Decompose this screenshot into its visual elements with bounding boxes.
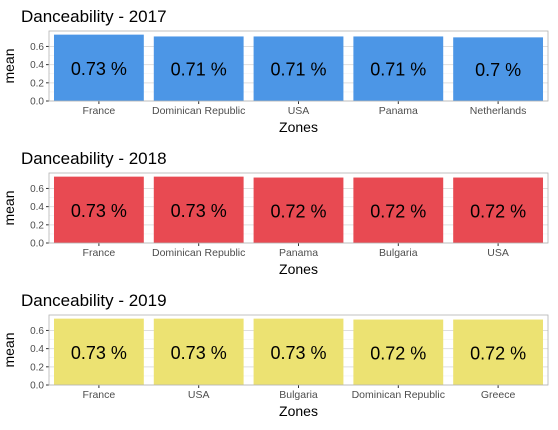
bar (453, 177, 544, 243)
bar (353, 36, 444, 101)
x-tick-label: USA (188, 389, 210, 401)
x-tick-label: Panama (379, 105, 418, 117)
data-label: 0.7 % (475, 60, 521, 80)
data-label: 0.73 % (171, 343, 227, 363)
bar (153, 36, 244, 101)
x-axis-title: Zones (279, 403, 318, 419)
plot-border (48, 172, 549, 244)
x-tick-label: France (83, 105, 116, 117)
plot-border (48, 314, 549, 386)
bar (453, 37, 544, 101)
bar (253, 177, 344, 243)
data-label: 0.73 % (71, 343, 127, 363)
data-label: 0.72 % (370, 343, 426, 363)
y-tick-label: 0.6 (30, 42, 44, 53)
x-tick-label: Netherlands (470, 105, 527, 117)
x-tick-label: Dominican Republic (352, 389, 445, 401)
y-tick-label: 0.0 (30, 97, 44, 108)
data-label: 0.72 % (370, 201, 426, 221)
x-tick-label: Bulgaria (279, 389, 318, 401)
x-tick-label: Panama (279, 247, 318, 259)
x-tick-label: France (83, 247, 116, 259)
chart-panel-1: Danceability - 2017 0.0 0.2 0.4 0.6 0.73 % Fra… (1, 7, 549, 135)
data-label: 0.73 % (270, 343, 326, 363)
x-axis-title: Zones (279, 261, 318, 277)
chart-title: Danceability - 2017 (21, 7, 167, 26)
bar (153, 176, 244, 243)
x-tick-label: France (83, 389, 116, 401)
x-tick-label: Greece (481, 389, 516, 401)
data-label: 0.72 % (270, 201, 326, 221)
chart-title: Danceability - 2018 (21, 149, 167, 168)
y-tick-label: 0.0 (30, 239, 44, 250)
y-tick-label: 0.0 (30, 381, 44, 392)
y-axis-title: mean (1, 190, 17, 225)
y-tick-label: 0.2 (30, 220, 44, 231)
x-tick-label: USA (288, 105, 310, 117)
data-label: 0.73 % (71, 201, 127, 221)
y-tick-label: 0.6 (30, 326, 44, 337)
chart-panel-2: Danceability - 2018 0.0 0.2 0.4 0.6 0.73 % Fra… (1, 149, 549, 277)
y-tick-label: 0.4 (30, 60, 44, 71)
x-tick-label: Dominican Republic (152, 247, 245, 259)
x-tick-label: Bulgaria (379, 247, 418, 259)
data-label: 0.72 % (470, 343, 526, 363)
data-label: 0.72 % (470, 201, 526, 221)
bar (253, 36, 344, 101)
x-axis-title: Zones (279, 119, 318, 135)
bar (53, 176, 144, 243)
bar (353, 177, 444, 243)
bar (53, 318, 144, 385)
y-axis-title: mean (1, 332, 17, 367)
plot-border (48, 30, 549, 102)
y-axis-title: mean (1, 48, 17, 83)
data-label: 0.71 % (270, 60, 326, 80)
x-tick-label: Dominican Republic (152, 105, 245, 117)
y-tick-label: 0.6 (30, 184, 44, 195)
bar (253, 318, 344, 385)
y-tick-label: 0.4 (30, 344, 44, 355)
bar (53, 34, 144, 101)
y-tick-label: 0.2 (30, 78, 44, 89)
x-tick-label: USA (487, 247, 509, 259)
y-tick-label: 0.2 (30, 362, 44, 373)
data-label: 0.73 % (71, 59, 127, 79)
data-label: 0.71 % (171, 60, 227, 80)
bar (153, 318, 244, 385)
chart-panel-3: Danceability - 2019 0.0 0.2 0.4 0.6 0.73 % Fra… (1, 291, 549, 419)
data-label: 0.73 % (171, 201, 227, 221)
chart-title: Danceability - 2019 (21, 291, 167, 310)
y-tick-label: 0.4 (30, 202, 44, 213)
data-label: 0.71 % (370, 60, 426, 80)
bar (353, 319, 444, 385)
bar (453, 319, 544, 385)
